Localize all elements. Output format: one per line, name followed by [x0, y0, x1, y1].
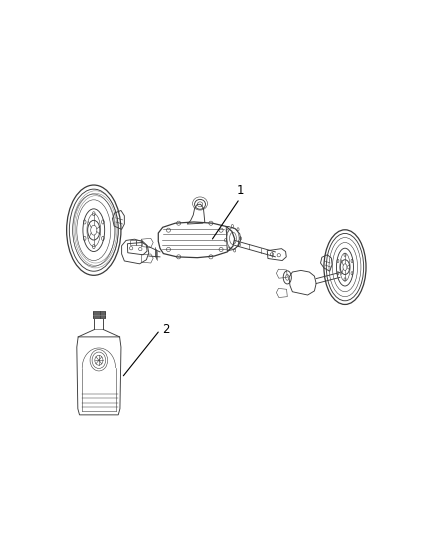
Text: 2: 2: [162, 324, 169, 336]
Text: 1: 1: [237, 184, 244, 197]
Bar: [93, 311, 105, 318]
